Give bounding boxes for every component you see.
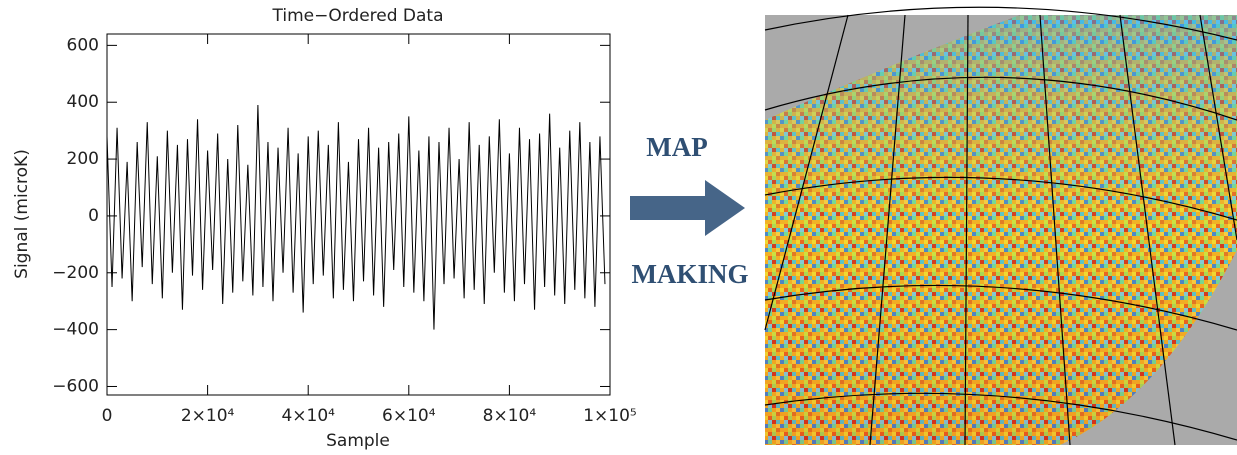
y-tick-label: 400 bbox=[67, 92, 99, 112]
x-axis-label: Sample bbox=[326, 431, 390, 451]
x-tick-label: 1×10⁵ bbox=[583, 406, 637, 426]
y-tick-label: 600 bbox=[67, 35, 99, 55]
signal-line bbox=[107, 105, 605, 330]
x-tick-label: 0 bbox=[102, 406, 113, 426]
y-tick-label: 0 bbox=[88, 206, 99, 226]
arrow bbox=[630, 180, 745, 236]
arrow-group: MAP MAKING bbox=[630, 132, 749, 289]
y-tick-label: −600 bbox=[52, 376, 99, 396]
y-axis-label: Signal (microK) bbox=[12, 149, 32, 279]
plot-frame bbox=[107, 34, 610, 395]
x-tick-label: 6×10⁴ bbox=[382, 406, 436, 426]
tod-plot: Time−Ordered Data Sample Signal (microK)… bbox=[12, 6, 637, 451]
annotation: MAP bbox=[646, 132, 707, 162]
sky-map bbox=[765, 7, 1237, 445]
y-tick-label: −200 bbox=[52, 263, 99, 283]
y-tick-label: −400 bbox=[52, 320, 99, 340]
annotation: MAKING bbox=[632, 259, 749, 289]
chart-title: Time−Ordered Data bbox=[271, 6, 443, 26]
x-tick-label: 2×10⁴ bbox=[181, 406, 235, 426]
x-tick-label: 4×10⁴ bbox=[281, 406, 335, 426]
figure: Time−Ordered Data Sample Signal (microK)… bbox=[0, 0, 1237, 455]
x-tick-label: 8×10⁴ bbox=[483, 406, 537, 426]
y-tick-label: 200 bbox=[67, 149, 99, 169]
